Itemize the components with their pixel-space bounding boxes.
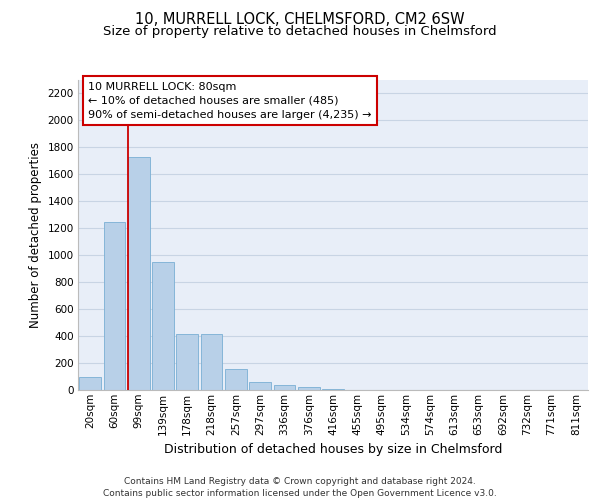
Text: 10, MURRELL LOCK, CHELMSFORD, CM2 6SW: 10, MURRELL LOCK, CHELMSFORD, CM2 6SW (135, 12, 465, 28)
X-axis label: Distribution of detached houses by size in Chelmsford: Distribution of detached houses by size … (164, 443, 502, 456)
Text: Contains HM Land Registry data © Crown copyright and database right 2024.
Contai: Contains HM Land Registry data © Crown c… (103, 476, 497, 498)
Bar (298, 388, 320, 390)
Text: 10 MURRELL LOCK: 80sqm
← 10% of detached houses are smaller (485)
90% of semi-de: 10 MURRELL LOCK: 80sqm ← 10% of detached… (88, 82, 372, 120)
Bar (176, 334, 198, 390)
Bar (128, 157, 149, 390)
Text: Size of property relative to detached houses in Chelmsford: Size of property relative to detached ho… (103, 25, 497, 38)
Bar (104, 222, 125, 390)
Y-axis label: Number of detached properties: Number of detached properties (29, 142, 42, 328)
Bar (152, 262, 174, 390)
Bar (249, 382, 271, 390)
Bar (274, 386, 295, 390)
Bar (79, 376, 101, 390)
Bar (200, 334, 223, 390)
Bar (225, 369, 247, 390)
